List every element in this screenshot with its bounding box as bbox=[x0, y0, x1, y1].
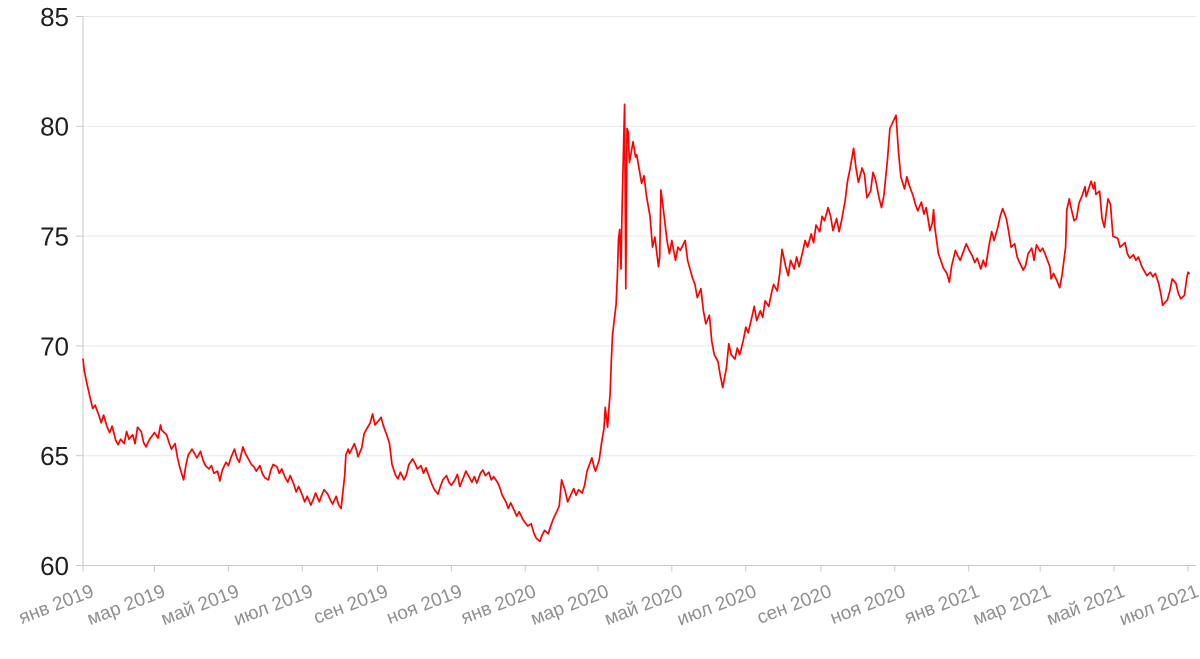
x-axis-tick-label: май 2020 bbox=[602, 581, 686, 630]
y-axis-tick-label: 60 bbox=[40, 551, 69, 581]
x-axis-tick-label: сен 2019 bbox=[311, 581, 391, 629]
x-axis-tick-label: май 2019 bbox=[158, 581, 242, 630]
y-axis-tick-label: 85 bbox=[40, 2, 69, 32]
x-axis-tick-label: янв 2019 bbox=[16, 581, 97, 629]
y-axis-labels-group: 60 65 70 75 80 85 bbox=[40, 2, 69, 581]
x-axis-tick-label: мар 2019 bbox=[84, 581, 168, 630]
axes-group bbox=[82, 16, 1196, 566]
x-axis-tick-label: мар 2020 bbox=[528, 581, 612, 630]
x-axis-tick-label: июл 2020 bbox=[674, 581, 759, 630]
gridlines-group bbox=[83, 16, 1196, 457]
x-axis-tick-label: янв 2021 bbox=[902, 581, 983, 629]
x-axis-tick-label: мар 2021 bbox=[970, 581, 1054, 630]
y-axis-tick-label: 75 bbox=[40, 221, 69, 251]
x-axis-tick-label: ноя 2019 bbox=[384, 581, 465, 629]
x-axis-tick-label: июл 2019 bbox=[231, 581, 316, 630]
y-axis-tick-label: 80 bbox=[40, 112, 69, 142]
y-axis-tick-label: 65 bbox=[40, 441, 69, 471]
y-axis-tick-label: 70 bbox=[40, 331, 69, 361]
x-axis-tick-label: сен 2020 bbox=[754, 581, 834, 629]
x-axis-tick-label: июл 2021 bbox=[1117, 581, 1200, 630]
exchange-rate-line-series bbox=[82, 103, 1191, 543]
x-axis-tick-label: май 2021 bbox=[1044, 581, 1128, 630]
tick-marks-group bbox=[76, 16, 1189, 572]
x-axis-tick-label: ноя 2020 bbox=[827, 581, 908, 629]
x-axis-tick-label: янв 2020 bbox=[458, 581, 539, 629]
